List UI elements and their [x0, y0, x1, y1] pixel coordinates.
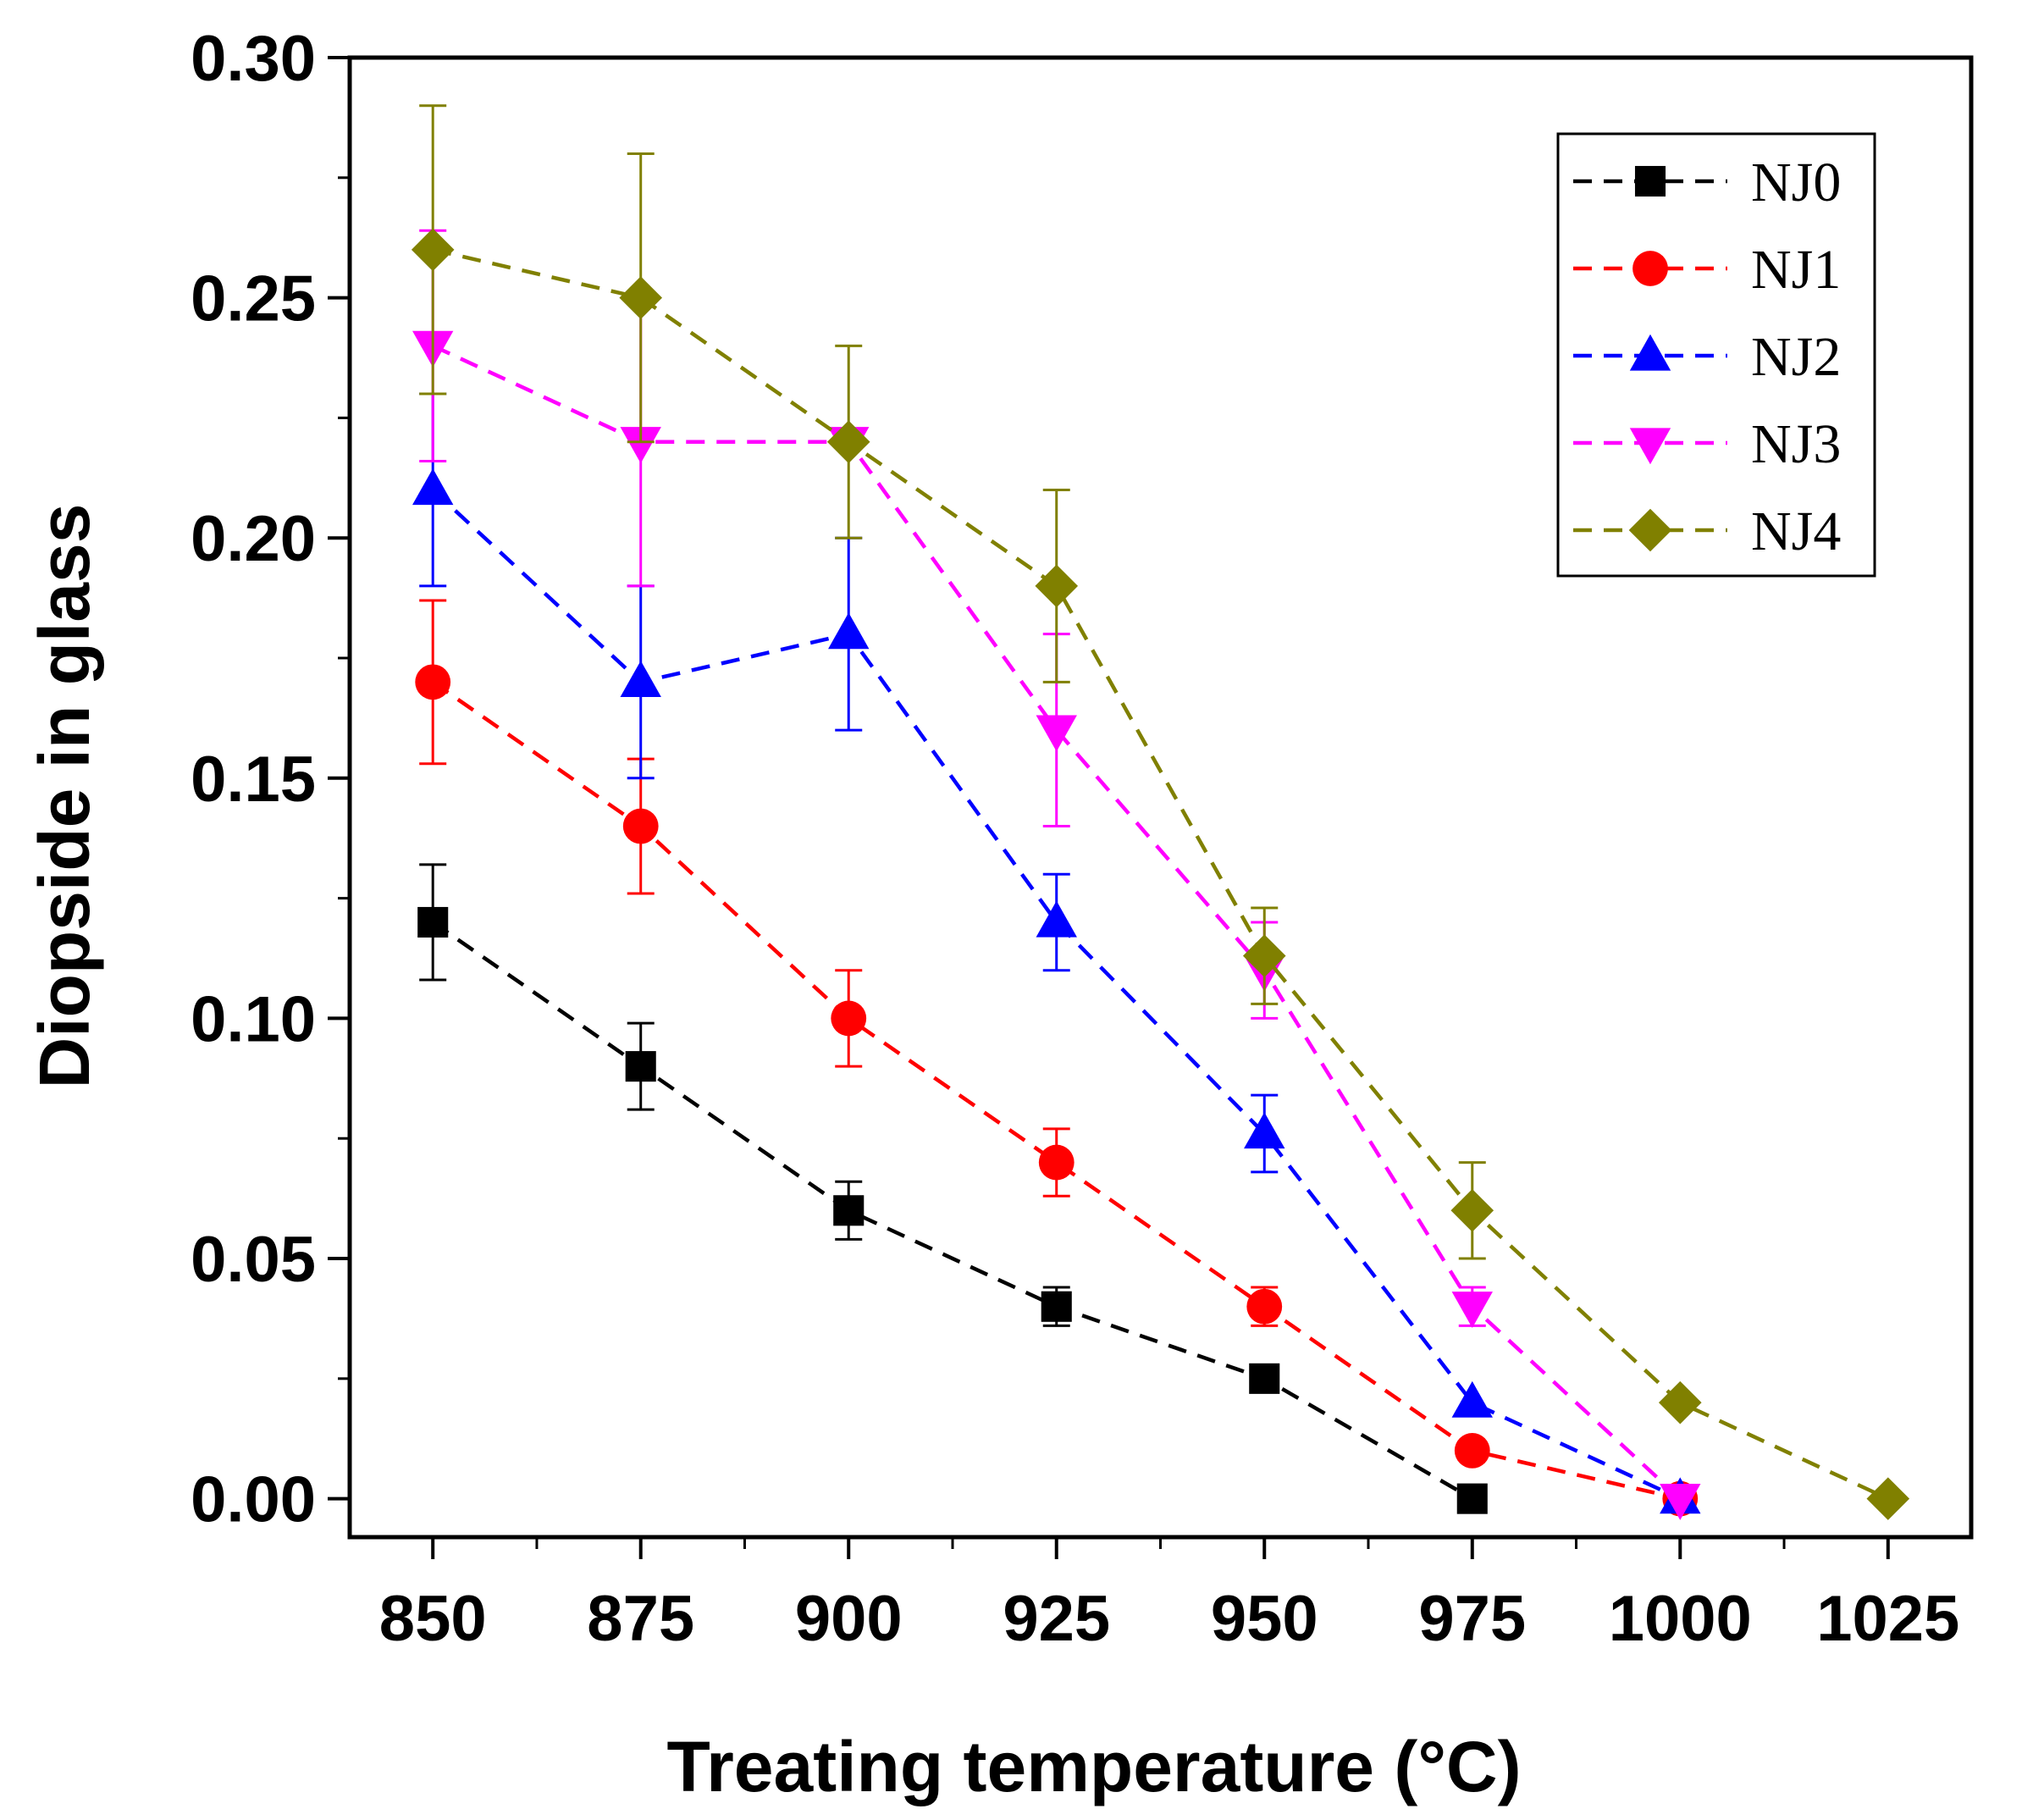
data-point [619, 276, 663, 319]
data-point [1866, 1477, 1910, 1520]
legend-entry-nj3: NJ3 [1573, 413, 1841, 475]
x-tick-label: 975 [1418, 1583, 1526, 1655]
x-tick-label: 1025 [1816, 1583, 1959, 1655]
legend-entry-nj4: NJ4 [1573, 501, 1841, 562]
data-point [415, 664, 451, 700]
legend: NJ0 NJ1 NJ2 NJ3 NJ4 [1556, 132, 1876, 578]
x-tick-label: 1000 [1609, 1583, 1752, 1655]
series-nj4 [411, 104, 1910, 1520]
data-point [1244, 1112, 1285, 1149]
data-point [831, 1000, 867, 1037]
x-tick-label: 900 [795, 1583, 903, 1655]
data-point [1246, 1288, 1283, 1325]
y-tick-label: 0.20 [191, 503, 316, 575]
series-layer [411, 104, 1910, 1520]
data-point [833, 1195, 865, 1226]
y-tick-label: 0.30 [191, 23, 316, 95]
data-point [620, 661, 661, 697]
y-tick-label: 0.05 [191, 1224, 316, 1296]
data-point [1450, 1188, 1494, 1232]
data-point [1454, 1433, 1490, 1469]
data-point [1041, 1291, 1072, 1322]
y-axis-title: Diopside in glass [25, 504, 104, 1089]
data-point [1658, 1380, 1702, 1424]
x-tick-label: 950 [1211, 1583, 1318, 1655]
legend-entry-nj0: NJ0 [1573, 152, 1841, 213]
data-point [620, 427, 661, 464]
data-point [1038, 1144, 1075, 1181]
axes: 850 875 900 925 950 975 1000 1025 0.00 0.05 0.10 0.… [191, 23, 1959, 1655]
series-line [432, 247, 1889, 1501]
y-tick-label: 0.15 [191, 744, 316, 816]
data-point [1660, 1484, 1701, 1520]
x-tick-label: 925 [1003, 1583, 1110, 1655]
legend-label: NJ1 [1751, 239, 1841, 301]
data-point [1451, 1292, 1493, 1329]
legend-label: NJ0 [1751, 152, 1841, 213]
legend-label: NJ2 [1751, 326, 1841, 388]
data-point [625, 1051, 656, 1082]
legend-entry-nj1: NJ1 [1573, 239, 1841, 301]
data-point [1242, 934, 1286, 977]
data-point [1249, 1363, 1280, 1394]
legend-label: NJ3 [1751, 413, 1841, 475]
x-tick-label: 850 [379, 1583, 487, 1655]
data-point [1035, 564, 1079, 608]
legend-marker [1629, 428, 1671, 465]
y-tick-label: 0.25 [191, 263, 316, 335]
data-point [417, 906, 449, 938]
legend-label: NJ4 [1751, 501, 1841, 562]
data-point [828, 612, 870, 650]
y-tick-label: 0.10 [191, 983, 316, 1055]
data-point [622, 808, 659, 844]
legend-marker [1634, 165, 1666, 197]
legend-marker [1629, 334, 1671, 371]
data-point [1036, 900, 1077, 938]
legend-entry-nj2: NJ2 [1573, 326, 1841, 388]
legend-marker [1632, 251, 1668, 286]
data-point [411, 228, 455, 272]
legend-marker [1628, 508, 1672, 552]
data-point [1451, 1380, 1493, 1418]
x-axis-title: Treating temperature (°C) [666, 1727, 1521, 1806]
data-point [412, 468, 454, 506]
y-tick-label: 0.00 [191, 1464, 316, 1536]
series-line [431, 921, 1473, 1501]
series-nj0 [417, 863, 1488, 1514]
data-point [826, 420, 870, 464]
x-tick-label: 875 [587, 1583, 694, 1655]
data-point [1036, 715, 1077, 752]
data-point [1456, 1483, 1488, 1514]
